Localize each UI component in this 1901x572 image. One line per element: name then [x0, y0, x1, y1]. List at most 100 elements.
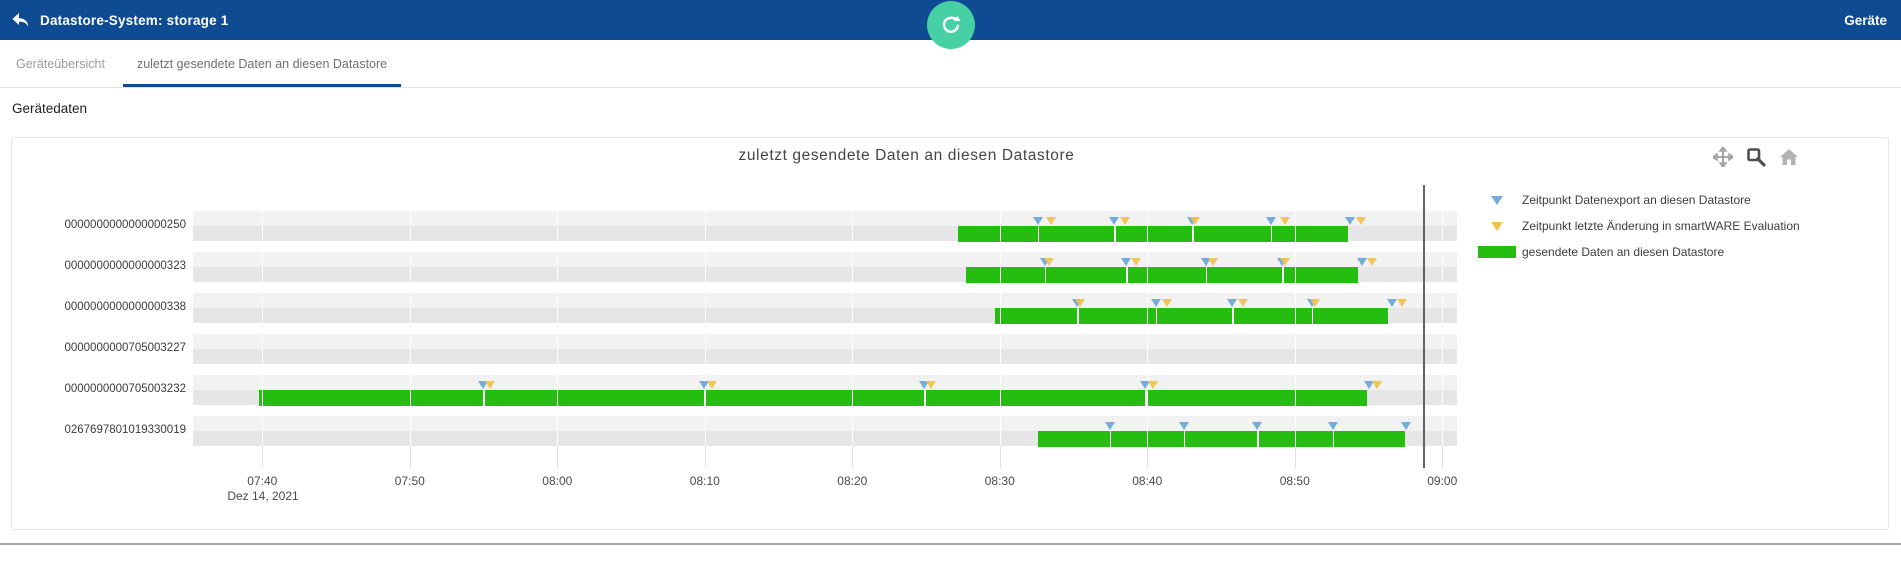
bar-segment-separator — [1270, 226, 1273, 242]
tab-label: Geräteübersicht — [16, 56, 105, 71]
export-marker — [919, 381, 930, 389]
bar-segment-separator — [924, 390, 926, 406]
bar-segment-separator — [1257, 431, 1259, 447]
tab-label: zuletzt gesendete Daten an diesen Datast… — [136, 56, 388, 71]
gridline — [999, 170, 1001, 446]
bar-segment-separator — [1282, 267, 1284, 283]
export-marker — [1364, 381, 1375, 389]
chart-card — [11, 137, 1889, 530]
active-tab-underline — [122, 84, 402, 87]
legend-item[interactable]: Zeitpunkt letzte Änderung in smartWARE E… — [1475, 213, 1800, 239]
x-axis-tick-label: 08:10 — [689, 474, 720, 488]
gridline — [409, 170, 411, 446]
tab-zuletzt-gesendete-daten[interactable]: zuletzt gesendete Daten an diesen Datast… — [121, 40, 403, 87]
sent-data-bar — [958, 226, 1348, 242]
x-axis-tick-label: 08:50 — [1279, 474, 1310, 488]
x-axis-tick-label: 08:40 — [1132, 474, 1163, 488]
export-marker — [1200, 258, 1211, 266]
export-marker — [1150, 299, 1161, 307]
y-axis-device-label: 0000000000000000338 — [64, 301, 186, 313]
x-axis-tick-label: 08:20 — [837, 474, 868, 488]
refresh-button[interactable] — [927, 1, 975, 49]
gridline-stub — [852, 446, 854, 468]
gridline — [704, 170, 706, 446]
bar-segment-separator — [1044, 267, 1047, 283]
gridline — [1147, 170, 1149, 446]
x-axis-tick-label: 07:50 — [394, 474, 425, 488]
export-marker — [1109, 217, 1120, 225]
legend-triangle-icon — [1490, 195, 1503, 205]
x-axis-date-label: Dez 14, 2021 — [227, 489, 299, 503]
legend-item[interactable]: gesendete Daten an diesen Datastore — [1475, 239, 1800, 265]
geraete-link[interactable]: Geräte — [1844, 12, 1887, 28]
refresh-icon — [942, 15, 961, 33]
bar-segment-separator — [1183, 431, 1186, 447]
change-marker — [1131, 258, 1142, 266]
x-axis-tick-label: 08:30 — [984, 474, 1015, 488]
page-title: Datastore-System: storage 1 — [40, 12, 229, 28]
change-marker — [926, 381, 937, 389]
export-marker — [1357, 258, 1368, 266]
export-marker — [1032, 217, 1043, 225]
export-marker — [1327, 422, 1338, 430]
export-marker — [1401, 422, 1412, 430]
export-marker — [699, 381, 710, 389]
back-button[interactable] — [0, 0, 40, 40]
export-marker — [1104, 422, 1115, 430]
legend-label: gesendete Daten an diesen Datastore — [1522, 245, 1725, 259]
tab-geraeteuebersicht[interactable]: Geräteübersicht — [0, 40, 121, 87]
sent-data-bar — [995, 308, 1388, 324]
chart-legend: Zeitpunkt Datenexport an diesen Datastor… — [1475, 187, 1800, 265]
home-icon[interactable] — [1778, 146, 1800, 168]
legend-item[interactable]: Zeitpunkt Datenexport an diesen Datastor… — [1475, 187, 1800, 213]
y-axis-device-label: 0000000000705003227 — [64, 342, 186, 354]
sent-data-bar — [1038, 431, 1406, 447]
gridline-stub — [999, 446, 1001, 468]
change-marker — [706, 381, 717, 389]
section-label: Gerätedaten — [12, 101, 88, 116]
zoom-icon[interactable] — [1745, 146, 1767, 168]
x-axis-tick-label: 09:00 — [1427, 474, 1458, 488]
bar-segment-separator — [1205, 267, 1208, 283]
change-marker — [1147, 381, 1158, 389]
gridline-stub — [704, 446, 706, 468]
change-marker — [1371, 381, 1382, 389]
pan-icon[interactable] — [1712, 146, 1734, 168]
gridline-stub — [409, 446, 411, 468]
change-marker — [1045, 217, 1056, 225]
legend-label: Zeitpunkt Datenexport an diesen Datastor… — [1522, 193, 1751, 207]
gridline-stub — [262, 446, 264, 468]
change-marker — [1355, 217, 1366, 225]
change-marker — [1208, 258, 1219, 266]
device-row-track — [193, 349, 1457, 364]
device-row-track — [193, 252, 1457, 267]
gridline-stub — [557, 446, 559, 468]
export-marker — [1121, 258, 1132, 266]
export-marker — [1252, 422, 1263, 430]
export-marker — [1265, 217, 1276, 225]
change-marker — [1044, 258, 1055, 266]
device-row-track — [193, 293, 1457, 308]
change-marker — [1367, 258, 1378, 266]
change-marker — [1119, 217, 1130, 225]
legend-triangle-icon — [1490, 221, 1503, 231]
device-row-track — [193, 375, 1457, 390]
back-arrow-icon — [12, 13, 28, 27]
sent-data-bar — [965, 267, 1359, 283]
change-marker — [485, 381, 496, 389]
bottom-divider — [0, 543, 1901, 545]
bar-segment-separator — [483, 390, 485, 406]
export-marker — [1345, 217, 1356, 225]
bar-segment-separator — [1155, 308, 1158, 324]
change-marker — [1190, 217, 1201, 225]
export-marker — [1386, 299, 1397, 307]
bar-segment-separator — [1311, 308, 1314, 324]
sent-data-bar — [259, 390, 1368, 406]
device-row-track — [193, 416, 1457, 431]
bar-segment-separator — [1332, 431, 1335, 447]
change-marker — [1237, 299, 1248, 307]
gridline — [852, 170, 854, 446]
bar-segment-separator — [1037, 226, 1040, 242]
bar-segment-separator — [1145, 390, 1147, 406]
